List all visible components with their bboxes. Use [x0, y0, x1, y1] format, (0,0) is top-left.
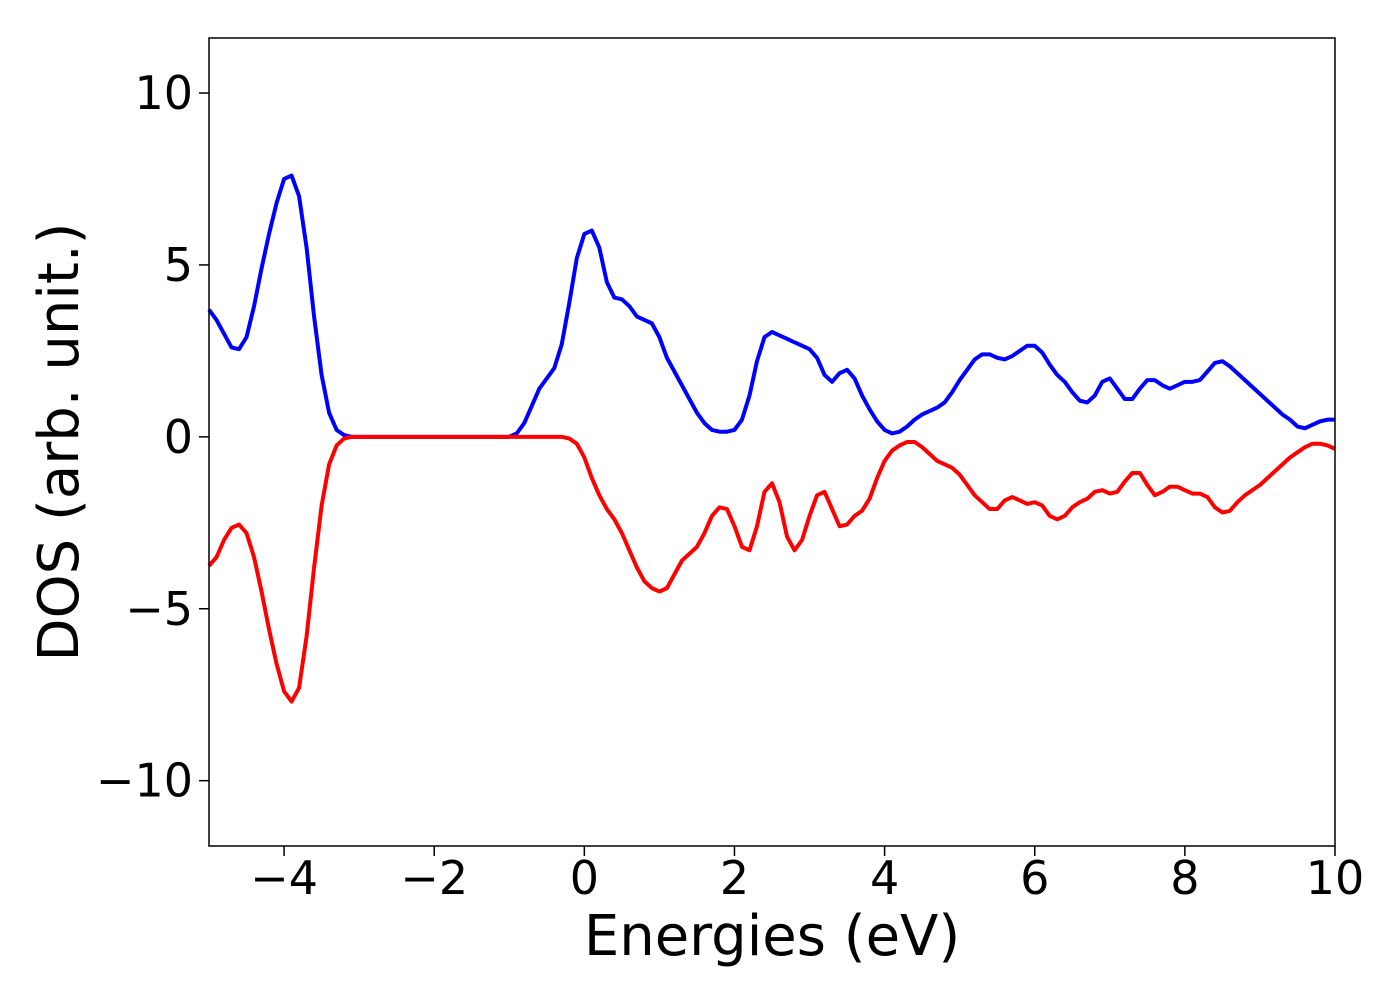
x-axis-label: Energies (eV): [584, 904, 960, 969]
x-tick-label: 6: [1020, 851, 1049, 905]
x-tick-label: 0: [570, 851, 599, 905]
series-line: [207, 434, 1336, 704]
series-line: [207, 173, 1335, 439]
y-tick-label: 5: [164, 238, 193, 292]
x-tick-label: 4: [870, 851, 899, 905]
y-tick-label: 0: [164, 410, 193, 464]
x-tick-label: 2: [720, 851, 749, 905]
y-tick-label: −10: [96, 754, 193, 808]
x-tick-label: 10: [1306, 851, 1365, 905]
plot-frame: [208, 37, 1336, 847]
y-axis-label: DOS (arb. unit.): [27, 222, 92, 661]
x-tick-label: 8: [1170, 851, 1199, 905]
y-tick-label: −5: [125, 582, 193, 636]
y-tick-label: 10: [134, 66, 193, 120]
x-tick-label: −2: [400, 851, 468, 905]
x-tick-label: −4: [250, 851, 318, 905]
